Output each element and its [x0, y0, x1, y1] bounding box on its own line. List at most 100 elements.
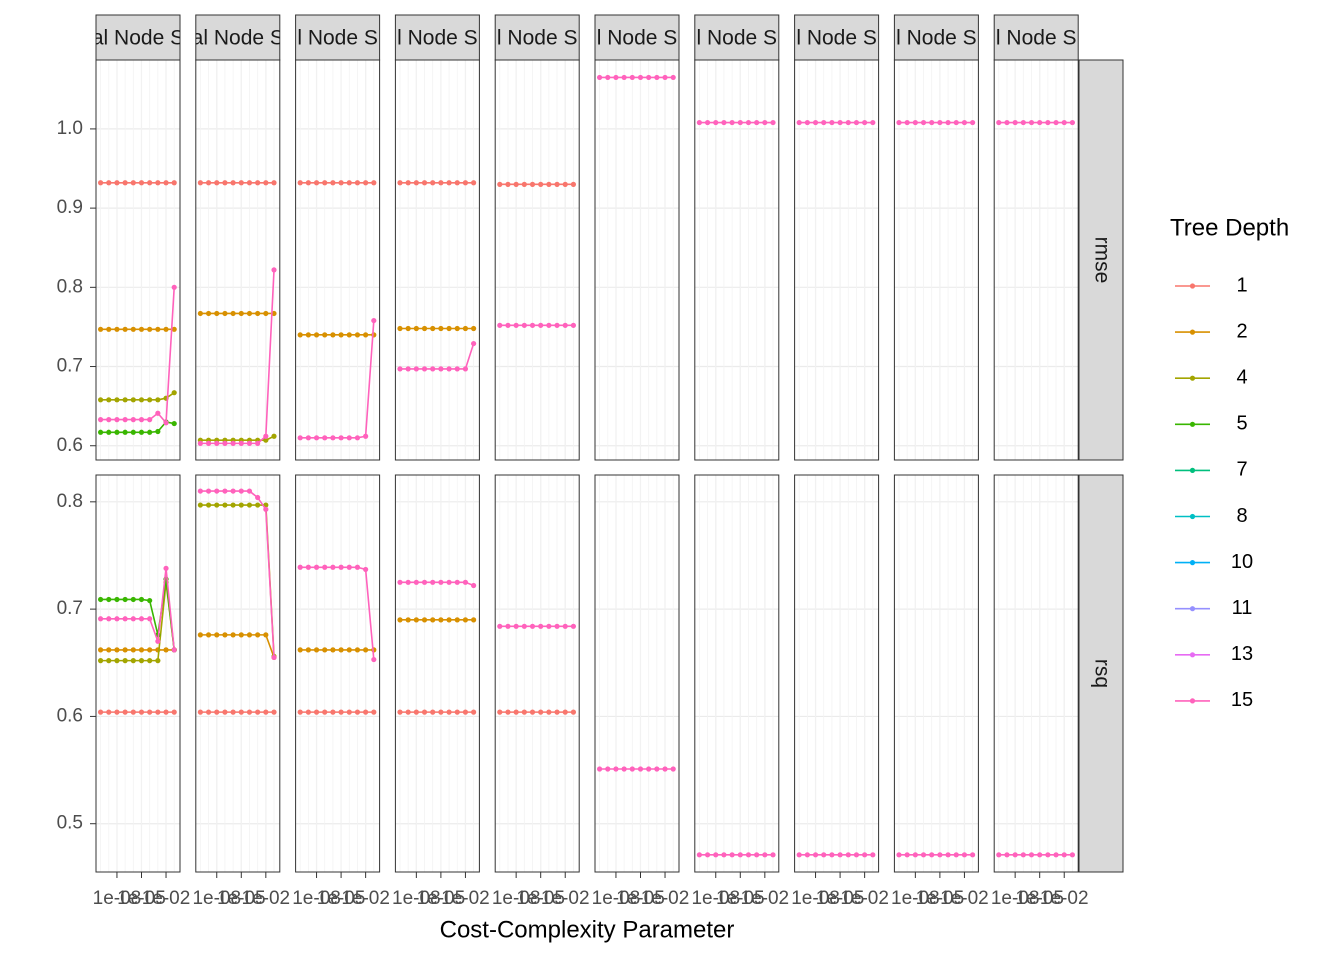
point	[438, 617, 444, 623]
point	[637, 74, 644, 81]
point	[1069, 119, 1076, 126]
point	[1045, 852, 1051, 858]
point	[97, 709, 104, 715]
point	[529, 181, 536, 187]
legend-label: 7	[1236, 459, 1247, 481]
point	[106, 658, 112, 664]
point	[130, 417, 136, 423]
point	[246, 632, 253, 638]
point	[222, 440, 228, 446]
point	[1045, 119, 1051, 126]
point	[397, 579, 403, 585]
point	[513, 709, 519, 715]
point	[138, 616, 145, 622]
point	[421, 366, 428, 372]
point	[97, 596, 104, 603]
point	[263, 709, 269, 715]
point	[521, 322, 527, 328]
point	[405, 180, 411, 186]
point	[205, 488, 212, 494]
point	[896, 119, 902, 126]
point	[853, 852, 860, 858]
point	[138, 596, 145, 603]
point	[197, 488, 203, 494]
point	[529, 623, 536, 629]
y-tick-label: 0.6	[57, 435, 83, 456]
point	[596, 766, 603, 772]
legend-swatch-point	[1189, 513, 1196, 520]
point	[197, 180, 203, 186]
point	[505, 181, 511, 187]
point	[330, 180, 336, 186]
point	[605, 766, 611, 772]
panel-border	[794, 59, 880, 461]
point	[446, 366, 452, 372]
point	[338, 647, 344, 653]
point	[122, 397, 128, 403]
point	[363, 647, 369, 653]
point	[230, 502, 236, 508]
point	[696, 852, 702, 858]
panel-border	[394, 474, 480, 873]
x-tick-label: 1e-05	[217, 888, 266, 909]
strip	[794, 14, 880, 61]
point	[138, 417, 145, 423]
point	[114, 417, 120, 423]
point	[197, 440, 203, 446]
point	[130, 709, 136, 715]
x-tick-label: 1e-02	[142, 888, 191, 909]
point	[413, 366, 419, 372]
point	[205, 502, 212, 508]
point	[138, 326, 145, 332]
legend-swatch-point	[1189, 606, 1196, 612]
point	[546, 709, 552, 715]
point	[138, 658, 145, 664]
point	[163, 326, 169, 332]
point	[138, 429, 145, 435]
point	[405, 366, 411, 372]
point	[371, 317, 377, 324]
point	[106, 596, 112, 603]
point	[1028, 852, 1035, 858]
point	[421, 709, 428, 715]
point	[155, 397, 161, 403]
point	[114, 180, 120, 186]
line	[100, 421, 175, 434]
point	[313, 647, 320, 653]
point	[454, 617, 460, 623]
x-tick-label: 1e-08	[991, 888, 1040, 909]
x-tick-label: 1e-05	[117, 888, 166, 909]
point	[171, 180, 177, 186]
point	[171, 284, 177, 290]
legend-label: 13	[1231, 643, 1253, 665]
y-tick-label: 0.8	[57, 276, 83, 297]
legend-label: 1	[1236, 274, 1247, 296]
strip-label: l Node S	[697, 27, 778, 50]
point	[713, 852, 719, 858]
point	[305, 564, 311, 570]
point	[505, 709, 511, 715]
strip-label: l Node S	[796, 27, 877, 50]
point	[837, 852, 843, 858]
line	[300, 320, 375, 439]
point	[613, 766, 619, 772]
point	[397, 325, 403, 332]
x-tick-label: 1e-08	[592, 888, 641, 909]
point	[670, 766, 676, 772]
point	[745, 852, 752, 858]
point	[197, 502, 203, 508]
point	[554, 322, 560, 328]
panel-border	[694, 474, 780, 873]
point	[737, 852, 743, 858]
point	[646, 766, 652, 772]
point	[230, 310, 236, 317]
point	[155, 326, 161, 332]
point	[953, 119, 959, 126]
point	[371, 656, 377, 663]
point	[313, 709, 320, 715]
point	[130, 647, 136, 653]
point	[106, 326, 112, 332]
line	[399, 343, 475, 370]
point	[405, 325, 411, 332]
point	[205, 310, 212, 317]
